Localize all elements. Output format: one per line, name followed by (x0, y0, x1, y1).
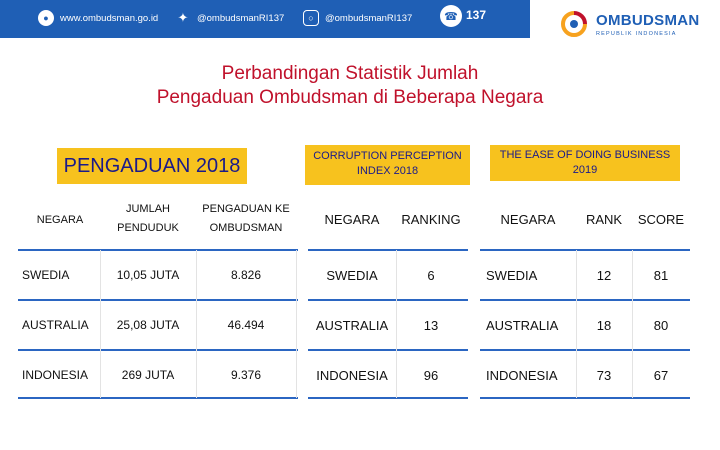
table-cell: 9.376 (230, 368, 262, 382)
table-cell: 96 (423, 367, 439, 383)
table-cell: 10,05 JUTA (116, 268, 180, 282)
table-cell: 12 (596, 267, 612, 283)
col-header-negara: NEGARA (324, 211, 380, 227)
table-cell: INDONESIA (486, 367, 558, 383)
ombudsman-logo-mark (561, 11, 587, 37)
website-text: www.ombudsman.go.id (60, 12, 159, 24)
table-divider (308, 299, 468, 301)
globe-icon: ● (38, 10, 54, 26)
col-header-negara: NEGARA (500, 211, 556, 227)
table-divider (480, 349, 690, 351)
table-cell: 269 JUTA (121, 368, 175, 382)
table-divider (18, 249, 298, 251)
table-cell: 80 (653, 317, 669, 333)
twitter-link[interactable]: ✦ @ombudsmanRI137 (175, 10, 285, 26)
page-title-line2: Pengaduan Ombudsman di Beberapa Negara (156, 87, 544, 108)
table-divider (18, 397, 298, 399)
table-cell: 46.494 (227, 318, 265, 332)
table-cell: AUSTRALIA (315, 317, 389, 333)
column-separator (632, 250, 633, 398)
ombudsman-logo: OMBUDSMAN REPUBLIK INDONESIA (560, 6, 710, 40)
page-title: Perbandingan Statistik Jumlah Pengaduan … (70, 62, 630, 110)
twitter-icon: ✦ (177, 10, 189, 25)
table-cell: 25,08 JUTA (116, 318, 180, 332)
col-header-score: SCORE (637, 211, 685, 227)
table-divider (18, 349, 298, 351)
table-cell: SWEDIA (326, 267, 378, 283)
col-header-ranking: RANKING (401, 211, 461, 227)
table-cell: SWEDIA (22, 268, 70, 282)
hotline[interactable]: ☎ 137 (440, 5, 506, 27)
table-cell: AUSTRALIA (22, 318, 89, 332)
twitter-text: @ombudsmanRI137 (197, 12, 285, 24)
pengaduan-badge: PENGADUAN 2018 (57, 148, 247, 184)
website-link[interactable]: ● www.ombudsman.go.id (38, 10, 158, 26)
table-cell: AUSTRALIA (486, 317, 559, 333)
hotline-number: 137 (466, 8, 487, 22)
logo-title: OMBUDSMAN (596, 12, 700, 29)
table-cell: 67 (653, 367, 669, 383)
table-divider (18, 299, 298, 301)
table-divider (480, 299, 690, 301)
table-divider (480, 249, 690, 251)
page-title-line1: Perbandingan Statistik Jumlah (221, 63, 479, 84)
col-header-rank: RANK (585, 211, 623, 227)
header-bar: ● www.ombudsman.go.id ✦ @ombudsmanRI137 … (0, 0, 530, 38)
phone-icon: ☎ (440, 5, 462, 27)
table-cell: INDONESIA (22, 368, 89, 382)
table-cell: 18 (596, 317, 612, 333)
table-cell: 73 (596, 367, 612, 383)
column-separator (396, 250, 397, 398)
col-header-negara: NEGARA (36, 213, 84, 226)
table-cell: 6 (427, 267, 435, 283)
eodb-badge: THE EASE OF DOING BUSINESS 2019 (490, 145, 680, 181)
table-cell: 81 (653, 267, 669, 283)
table-divider (480, 397, 690, 399)
instagram-link[interactable]: ○ @ombudsmanRI137 (303, 10, 412, 26)
col-header-pengaduan: PENGADUAN KE OMBUDSMAN (202, 203, 290, 234)
instagram-text: @ombudsmanRI137 (325, 12, 413, 24)
table-cell: INDONESIA (316, 367, 388, 383)
table-divider (308, 349, 468, 351)
table-cell: 13 (423, 317, 439, 333)
instagram-icon: ○ (303, 10, 319, 26)
logo-subtitle: REPUBLIK INDONESIA (596, 31, 677, 37)
table-divider (308, 397, 468, 399)
column-separator (296, 250, 297, 398)
col-header-jumlah-penduduk: JUMLAH PENDUDUK (117, 203, 179, 234)
column-separator (196, 250, 197, 398)
cpi-badge: CORRUPTION PERCEPTION INDEX 2018 (305, 145, 470, 185)
column-separator (100, 250, 101, 398)
table-cell: 8.826 (230, 268, 262, 282)
table-divider (308, 249, 468, 251)
column-separator (576, 250, 577, 398)
table-cell: SWEDIA (486, 267, 538, 283)
